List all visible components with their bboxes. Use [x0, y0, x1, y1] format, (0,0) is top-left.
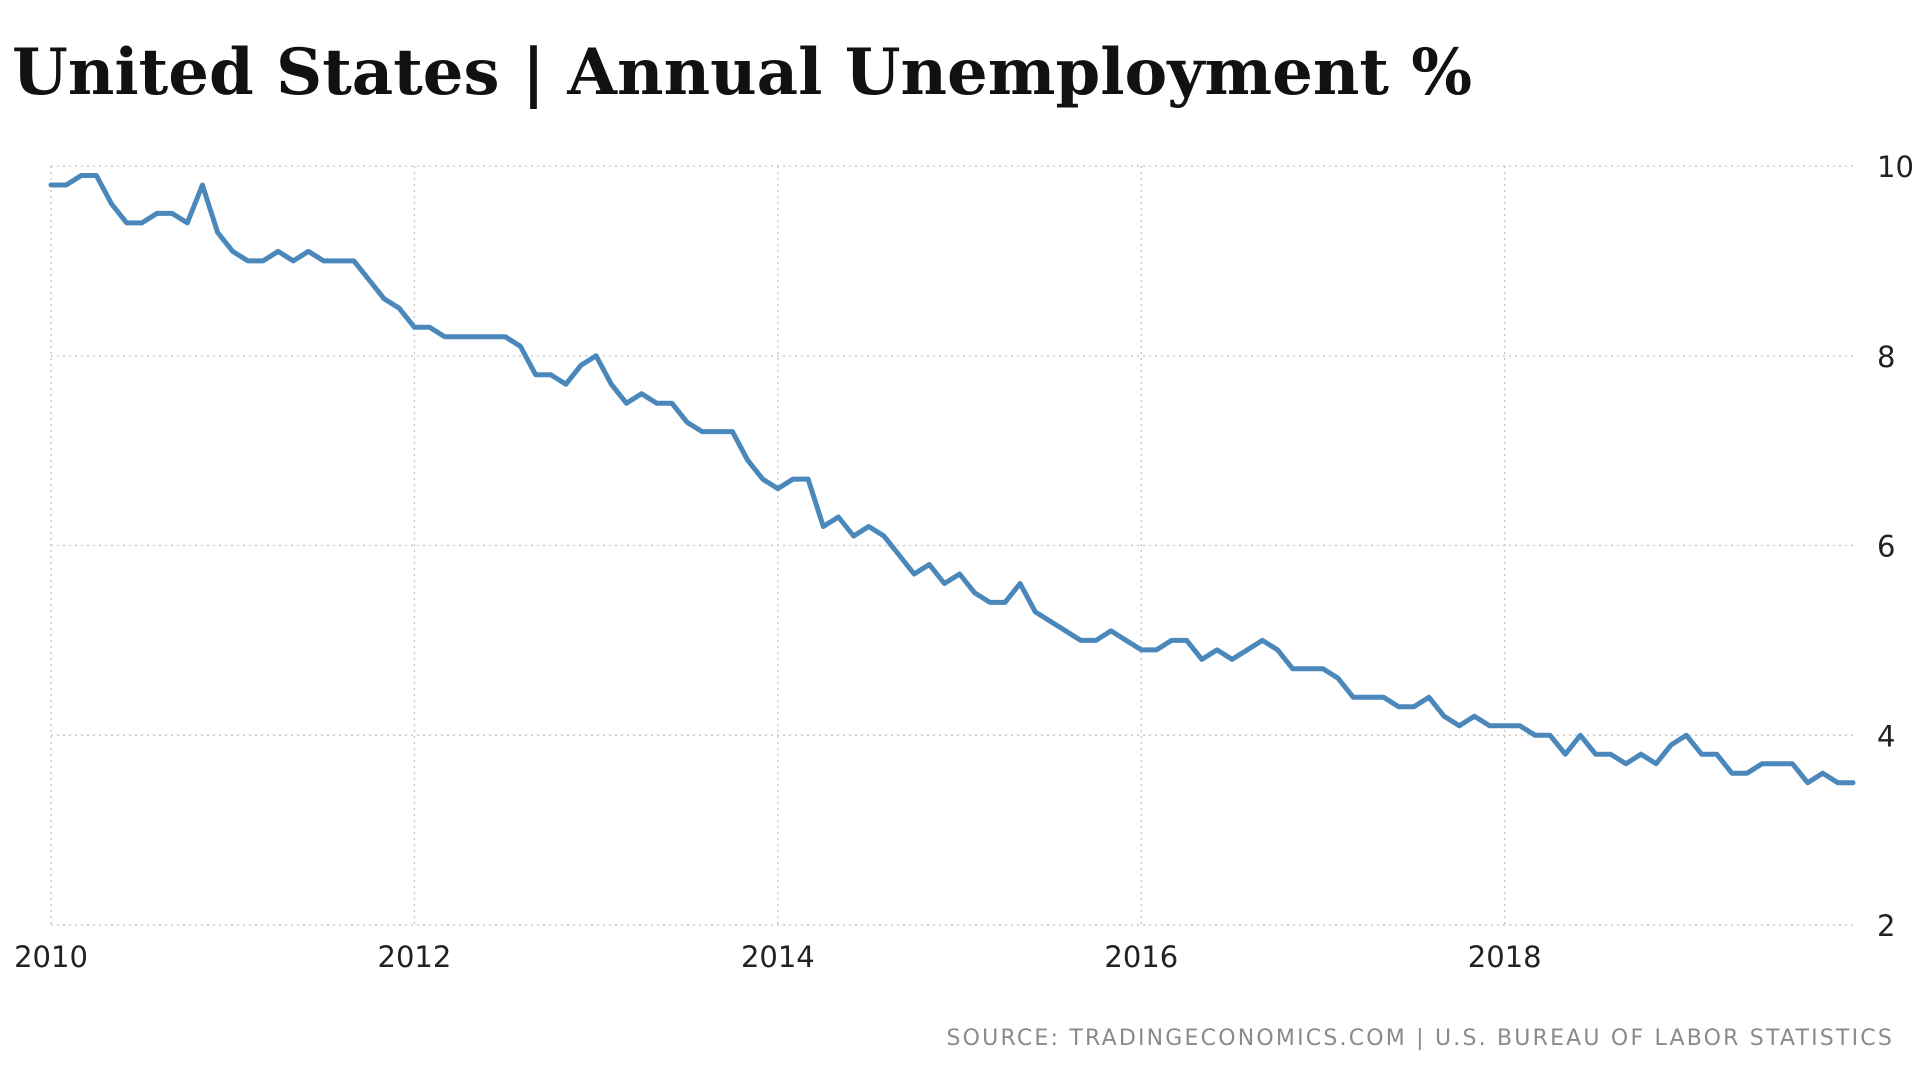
- x-tick-label: 2016: [1104, 940, 1178, 974]
- y-tick-label: 10: [1877, 150, 1914, 184]
- x-tick-label: 2012: [378, 940, 452, 974]
- grid-layer: [50, 165, 1853, 926]
- chart-title: United States | Annual Unemployment %: [12, 35, 1473, 110]
- tick-label-layer: 2 4 6 8 10 2010 2012 2014 2016 2018: [14, 150, 1914, 974]
- y-tick-label: 2: [1877, 909, 1895, 943]
- x-tick-label: 2014: [741, 940, 815, 974]
- x-tick-label: 2010: [14, 940, 88, 974]
- y-tick-label: 8: [1877, 340, 1895, 374]
- y-tick-label: 6: [1877, 530, 1895, 564]
- x-tick-label: 2018: [1468, 940, 1542, 974]
- y-tick-label: 4: [1877, 719, 1895, 753]
- source-note: SOURCE: TRADINGECONOMICS.COM | U.S. BURE…: [946, 1026, 1894, 1051]
- unemployment-rate-line: [48, 173, 1856, 786]
- series-layer: [48, 173, 1856, 786]
